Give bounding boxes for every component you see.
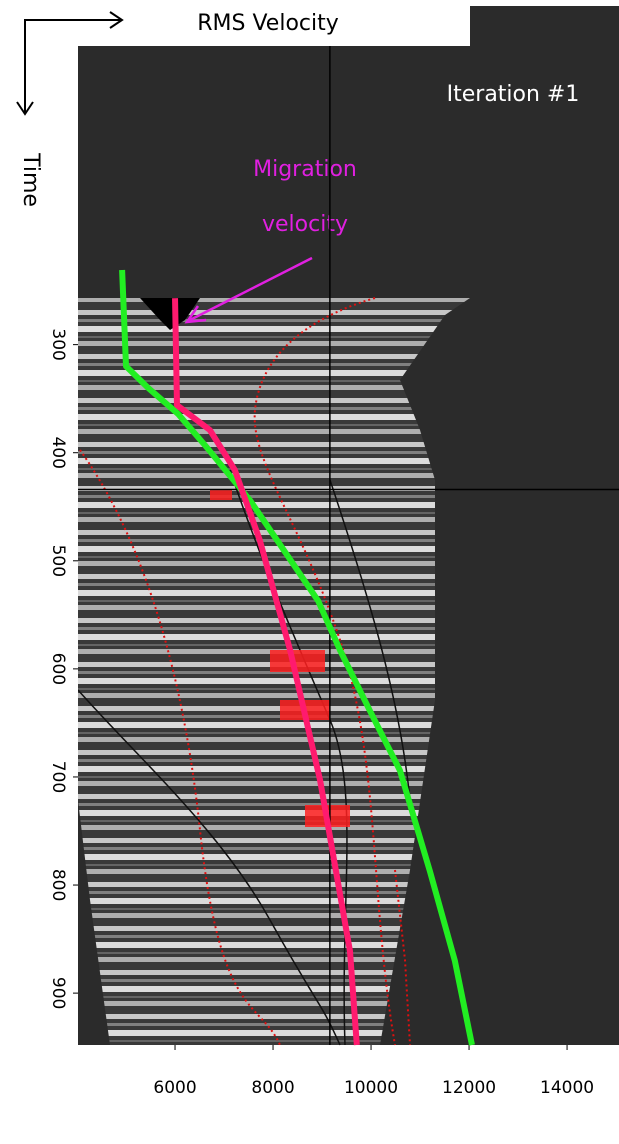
chart: RMS Velocity Iteration #1 Time Migration… xyxy=(0,0,619,1144)
x-tick-label: 14000 xyxy=(540,1078,594,1098)
y-tick-label: 600 xyxy=(48,653,68,685)
x-tick-label: 8000 xyxy=(251,1078,294,1098)
corner-label: Iteration #1 xyxy=(447,82,580,107)
annotation: velocity xyxy=(262,212,348,237)
y-tick-label: 500 xyxy=(48,545,68,577)
y-tick-label: 300 xyxy=(48,328,68,360)
x-tick-label: 6000 xyxy=(153,1078,196,1098)
y-axis-label: Time xyxy=(18,152,43,207)
chart-title: RMS Velocity xyxy=(197,11,339,36)
y-tick-label: 400 xyxy=(48,436,68,468)
y-tick-label: 900 xyxy=(48,977,68,1009)
annotation: Migration xyxy=(253,157,357,182)
x-tick-label: 12000 xyxy=(442,1078,496,1098)
x-tick-label: 10000 xyxy=(344,1078,398,1098)
y-tick-label: 700 xyxy=(48,761,68,793)
y-tick-label: 800 xyxy=(48,869,68,901)
